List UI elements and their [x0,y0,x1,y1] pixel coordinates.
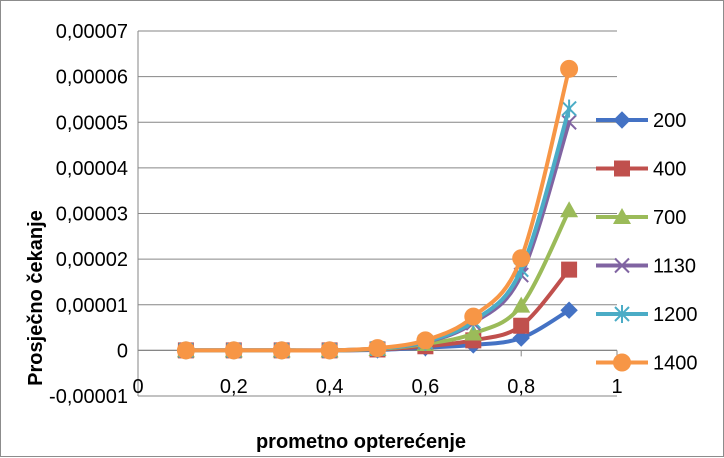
legend-label: 200 [653,110,686,132]
legend-marker [614,257,630,274]
x-tick-label: 1 [611,376,622,398]
y-tick-label: 0,00007 [56,21,128,43]
legend: 200 400 700 1130 1200 1400 [596,110,698,375]
data-point-1400 [464,307,483,326]
legend-label: 700 [653,207,686,229]
y-tick-labels: -0,00001 0 0,00001 0,00002 0,00003 0,00004 0,0… [49,21,128,408]
data-point-400 [513,317,530,334]
data-point-200 [512,329,530,347]
x-axis-title: prometno opterećenje [256,431,466,453]
x-tick-labels: 0 0,2 0,4 0,6 0,8 1 [132,376,622,398]
data-point-1400 [320,341,339,360]
series-line-1400 [183,66,572,353]
legend-label: 1130 [653,256,696,278]
y-axis-title: Prosječno čekanje [25,210,47,386]
series [176,59,579,360]
y-tick-label: 0,00002 [56,249,128,271]
data-point-1400 [224,341,243,360]
data-point-1200 [561,99,577,118]
legend-marker [614,305,630,323]
legend-item-1130: 1130 [596,256,696,278]
legend-item-200: 200 [596,110,686,132]
legend-item-400: 400 [596,159,686,181]
series-1400 [176,59,579,360]
data-point-1400 [176,341,195,360]
legend-label: 1400 [653,353,698,375]
y-tick-label: 0 [117,340,128,362]
data-point-1400 [416,331,435,350]
legend-marker [613,353,631,372]
legend-marker [613,111,631,129]
x-tick-label: 0,2 [220,376,248,398]
data-point-1400 [512,249,531,268]
data-point-200 [560,301,578,319]
legend-label: 1200 [653,304,698,326]
data-point-400 [561,261,578,278]
data-point-1400 [368,339,387,358]
y-tick-label: 0,00005 [56,112,128,134]
y-tick-label: 0,00006 [56,67,128,89]
data-point-1400 [560,59,579,78]
x-tick-label: 0,4 [316,376,344,398]
data-point-700 [512,296,531,313]
x-tick-label: 0 [132,376,143,398]
legend-item-700: 700 [596,207,686,229]
y-tick-label: 0,00003 [56,204,128,226]
legend-item-1200: 1200 [596,304,698,326]
legend-label: 400 [653,159,686,181]
x-tick-label: 0,6 [411,376,439,398]
data-point-700 [560,201,579,218]
legend-marker [614,160,630,177]
y-tick-label: 0,00001 [56,295,128,317]
y-tick-label: 0,00004 [56,158,128,180]
legend-marker [613,208,631,224]
data-point-700 [464,324,483,341]
y-tick-label: -0,00001 [49,386,128,408]
x-tick-label: 0,8 [507,376,535,398]
data-point-1400 [272,341,291,360]
legend-item-1400: 1400 [596,353,698,375]
